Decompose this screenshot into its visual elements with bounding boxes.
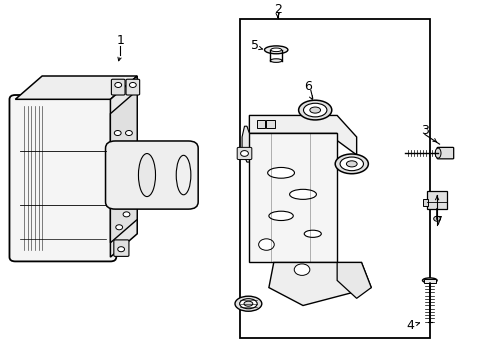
Circle shape [115, 82, 122, 87]
Bar [427, 192, 446, 209]
Ellipse shape [235, 296, 261, 311]
Text: 1: 1 [116, 34, 124, 48]
Ellipse shape [270, 59, 282, 62]
Ellipse shape [267, 167, 294, 178]
Ellipse shape [434, 148, 440, 158]
Ellipse shape [346, 161, 356, 167]
Circle shape [116, 225, 122, 230]
Ellipse shape [298, 100, 331, 120]
Polygon shape [249, 116, 356, 155]
Circle shape [118, 191, 124, 196]
FancyBboxPatch shape [111, 79, 125, 95]
Circle shape [125, 169, 132, 174]
Ellipse shape [268, 211, 293, 221]
Text: 4: 4 [406, 319, 413, 332]
Polygon shape [242, 126, 249, 162]
Circle shape [433, 216, 440, 221]
Polygon shape [268, 262, 370, 306]
Ellipse shape [339, 157, 363, 171]
Ellipse shape [264, 46, 287, 54]
Circle shape [114, 169, 121, 174]
Text: 7: 7 [434, 215, 442, 228]
Polygon shape [336, 262, 370, 298]
Circle shape [240, 150, 248, 156]
Circle shape [123, 212, 130, 217]
FancyBboxPatch shape [237, 147, 251, 159]
Bar [239, 19, 429, 338]
Ellipse shape [309, 107, 320, 113]
Ellipse shape [289, 189, 316, 199]
Ellipse shape [304, 230, 321, 237]
Ellipse shape [270, 48, 281, 51]
Circle shape [125, 131, 132, 135]
Ellipse shape [303, 103, 326, 117]
Text: 5: 5 [250, 39, 258, 52]
Polygon shape [249, 134, 336, 262]
Circle shape [114, 150, 121, 155]
Circle shape [118, 247, 124, 252]
Ellipse shape [334, 154, 367, 174]
Ellipse shape [239, 299, 257, 309]
FancyBboxPatch shape [126, 79, 140, 95]
Polygon shape [110, 76, 137, 257]
Ellipse shape [138, 153, 155, 197]
FancyBboxPatch shape [436, 147, 453, 159]
Circle shape [114, 131, 121, 135]
Text: 3: 3 [420, 124, 428, 137]
Polygon shape [15, 76, 137, 99]
Circle shape [294, 264, 309, 275]
Ellipse shape [422, 278, 436, 283]
Polygon shape [110, 90, 137, 243]
Circle shape [258, 239, 274, 250]
Bar [256, 120, 265, 128]
FancyBboxPatch shape [105, 141, 198, 209]
Text: 6: 6 [304, 80, 311, 93]
Circle shape [125, 150, 132, 155]
Bar [423, 279, 435, 283]
Bar [423, 199, 427, 206]
FancyBboxPatch shape [114, 240, 129, 256]
Text: 2: 2 [273, 3, 281, 16]
Ellipse shape [176, 155, 190, 195]
Ellipse shape [244, 301, 252, 306]
Circle shape [129, 82, 136, 87]
FancyBboxPatch shape [9, 95, 116, 261]
Bar [266, 120, 275, 128]
